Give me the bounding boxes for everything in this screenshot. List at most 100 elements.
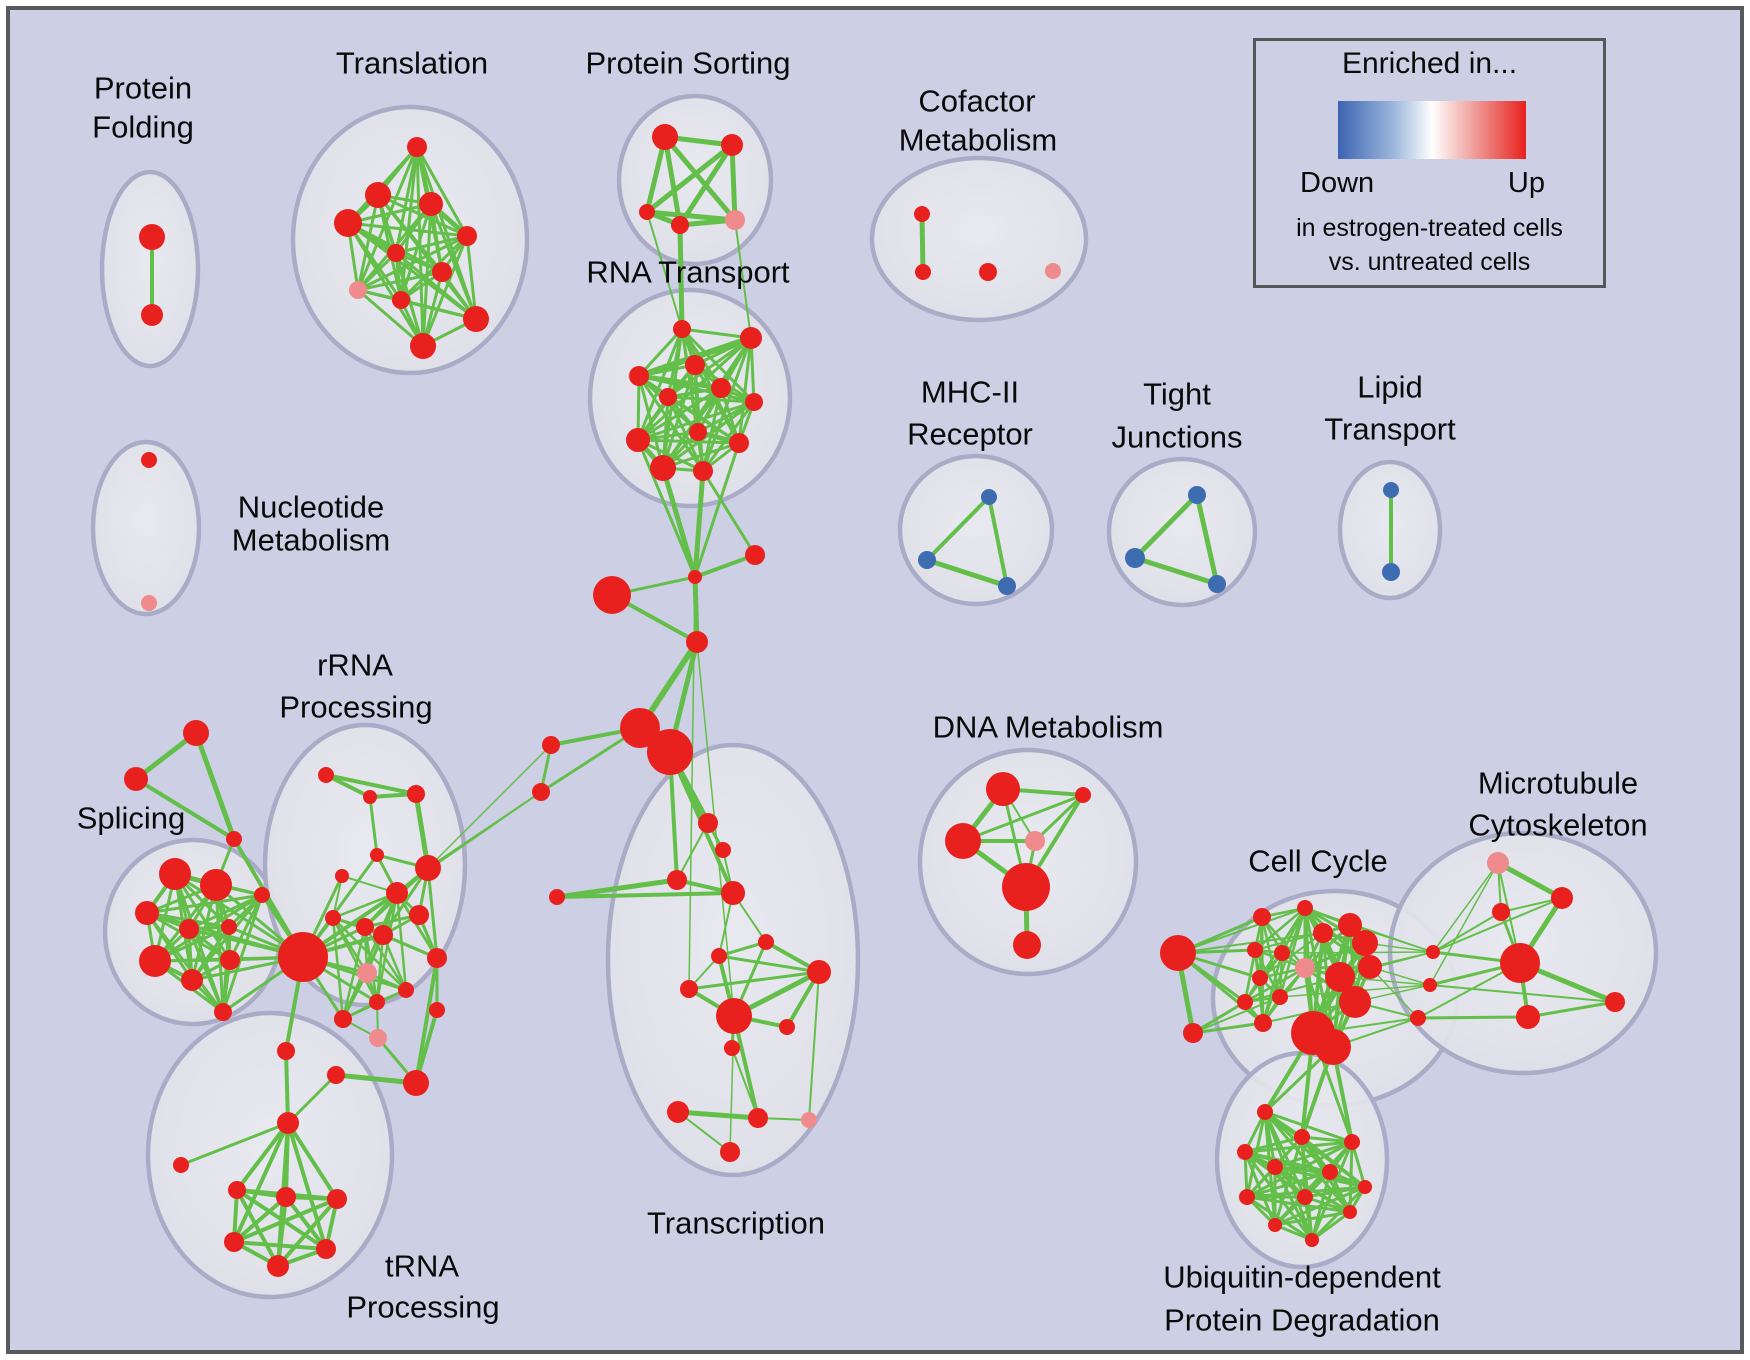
network-node (316, 1239, 336, 1259)
network-node (1237, 994, 1253, 1010)
network-node (224, 1232, 244, 1252)
network-node (1325, 962, 1355, 992)
cluster-label-nucleotide-metabolism-line1: Nucleotide (238, 490, 384, 525)
network-node (357, 963, 377, 983)
network-edge (1243, 1140, 1354, 1154)
network-node (409, 905, 429, 925)
network-edge (637, 374, 705, 473)
network-node (226, 831, 242, 847)
network-node (181, 969, 203, 991)
network-node (432, 262, 452, 282)
network-edge (324, 773, 418, 796)
network-edge (662, 134, 683, 228)
nucleotide-metabolism-group-ellipse (90, 439, 202, 617)
network-node (945, 823, 981, 859)
network-edge (134, 777, 236, 841)
network-node (593, 576, 631, 614)
cluster-label-cofactor-metabolism-line2: Metabolism (899, 123, 1058, 158)
network-node (1487, 852, 1509, 874)
network-edge (644, 209, 738, 223)
network-edge (717, 954, 821, 974)
network-edge (331, 891, 399, 920)
cluster-label-protein-folding-line1: Protein (94, 71, 192, 106)
network-node (277, 1042, 295, 1060)
network-node (403, 1070, 429, 1096)
network-edge (1243, 948, 1257, 1004)
network-edge (331, 916, 345, 1021)
network-edge (286, 1121, 328, 1251)
network-edge (235, 1121, 290, 1192)
network-node (686, 631, 708, 653)
network-edge (717, 940, 768, 958)
cluster-label-trna-processing-line1: tRNA (385, 1249, 459, 1284)
cluster-label-rrna-processing-line1: rRNA (317, 648, 393, 683)
network-edge (368, 795, 379, 857)
network-node (745, 545, 765, 565)
network-node (365, 182, 391, 208)
network-node (220, 950, 240, 970)
network-node (427, 948, 447, 968)
network-edge (701, 386, 723, 473)
cluster-label-dna-metabolism: DNA Metabolism (933, 710, 1164, 745)
cofactor-metabolism-group-ellipse (869, 155, 1089, 323)
network-edge (395, 891, 439, 960)
network-node (369, 994, 385, 1010)
network-node (277, 1112, 299, 1134)
network-edge (276, 1195, 288, 1268)
network-node (386, 882, 408, 904)
network-edge (677, 222, 685, 332)
network-node (721, 881, 745, 905)
network-node (1297, 900, 1313, 916)
network-node (419, 192, 443, 216)
network-edge (637, 327, 684, 378)
network-edge (421, 234, 469, 348)
network-node (415, 855, 441, 881)
network-node (278, 932, 328, 982)
network-edge (286, 1121, 339, 1201)
network-node (1352, 930, 1378, 956)
cluster-label-lipid-transport-line1: Lipid (1357, 370, 1423, 405)
legend-gradient-bar (1338, 101, 1526, 159)
network-edge (1495, 860, 1565, 901)
network-edge (394, 251, 478, 321)
network-node (1257, 1104, 1273, 1120)
network-node (1002, 863, 1050, 911)
network-node (325, 910, 341, 926)
network-node (680, 980, 698, 998)
network-edge (1273, 1165, 1367, 1189)
network-edge (1132, 555, 1220, 587)
network-node (200, 869, 232, 901)
legend-caption-line2: vs. untreated cells (1328, 248, 1531, 276)
network-node (711, 948, 727, 964)
network-edge (636, 400, 756, 442)
network-edge (1280, 906, 1307, 955)
network-node (1383, 482, 1399, 498)
network-edge (356, 270, 444, 292)
network-node (689, 423, 707, 441)
network-node (356, 918, 374, 936)
network-edge (221, 893, 264, 1014)
network-edge (276, 1197, 339, 1268)
network-edge (346, 221, 469, 238)
network-node (979, 263, 997, 281)
network-edge (429, 202, 478, 321)
network-edge (1243, 1135, 1304, 1154)
network-node (667, 1101, 689, 1123)
network-edge (331, 916, 379, 1004)
network-edge (729, 1015, 735, 1153)
network-node (370, 848, 384, 862)
network-node (542, 736, 560, 754)
network-node (228, 1181, 246, 1199)
network-edge (1191, 1000, 1247, 1035)
network-edge (284, 1049, 290, 1125)
network-node (758, 934, 774, 950)
cluster-label-trna-processing-line2: Processing (346, 1290, 499, 1325)
network-edge (1194, 492, 1220, 587)
legend-up-label: Up (1507, 167, 1545, 199)
network-node (981, 489, 997, 505)
network-node (1252, 970, 1268, 986)
network-node (688, 570, 702, 584)
network-node (141, 452, 157, 468)
